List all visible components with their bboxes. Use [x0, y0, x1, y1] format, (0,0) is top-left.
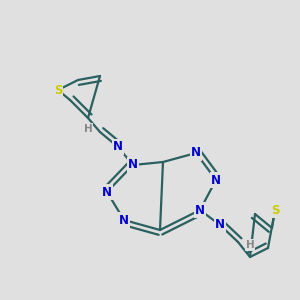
Text: S: S [271, 203, 279, 217]
Text: N: N [119, 214, 129, 226]
Text: N: N [211, 173, 221, 187]
Text: N: N [128, 158, 138, 172]
Text: N: N [191, 146, 201, 160]
Text: N: N [102, 185, 112, 199]
Text: S: S [54, 83, 62, 97]
Text: H: H [246, 240, 254, 250]
Text: N: N [113, 140, 123, 154]
Text: H: H [84, 124, 92, 134]
Text: N: N [215, 218, 225, 232]
Text: N: N [195, 203, 205, 217]
